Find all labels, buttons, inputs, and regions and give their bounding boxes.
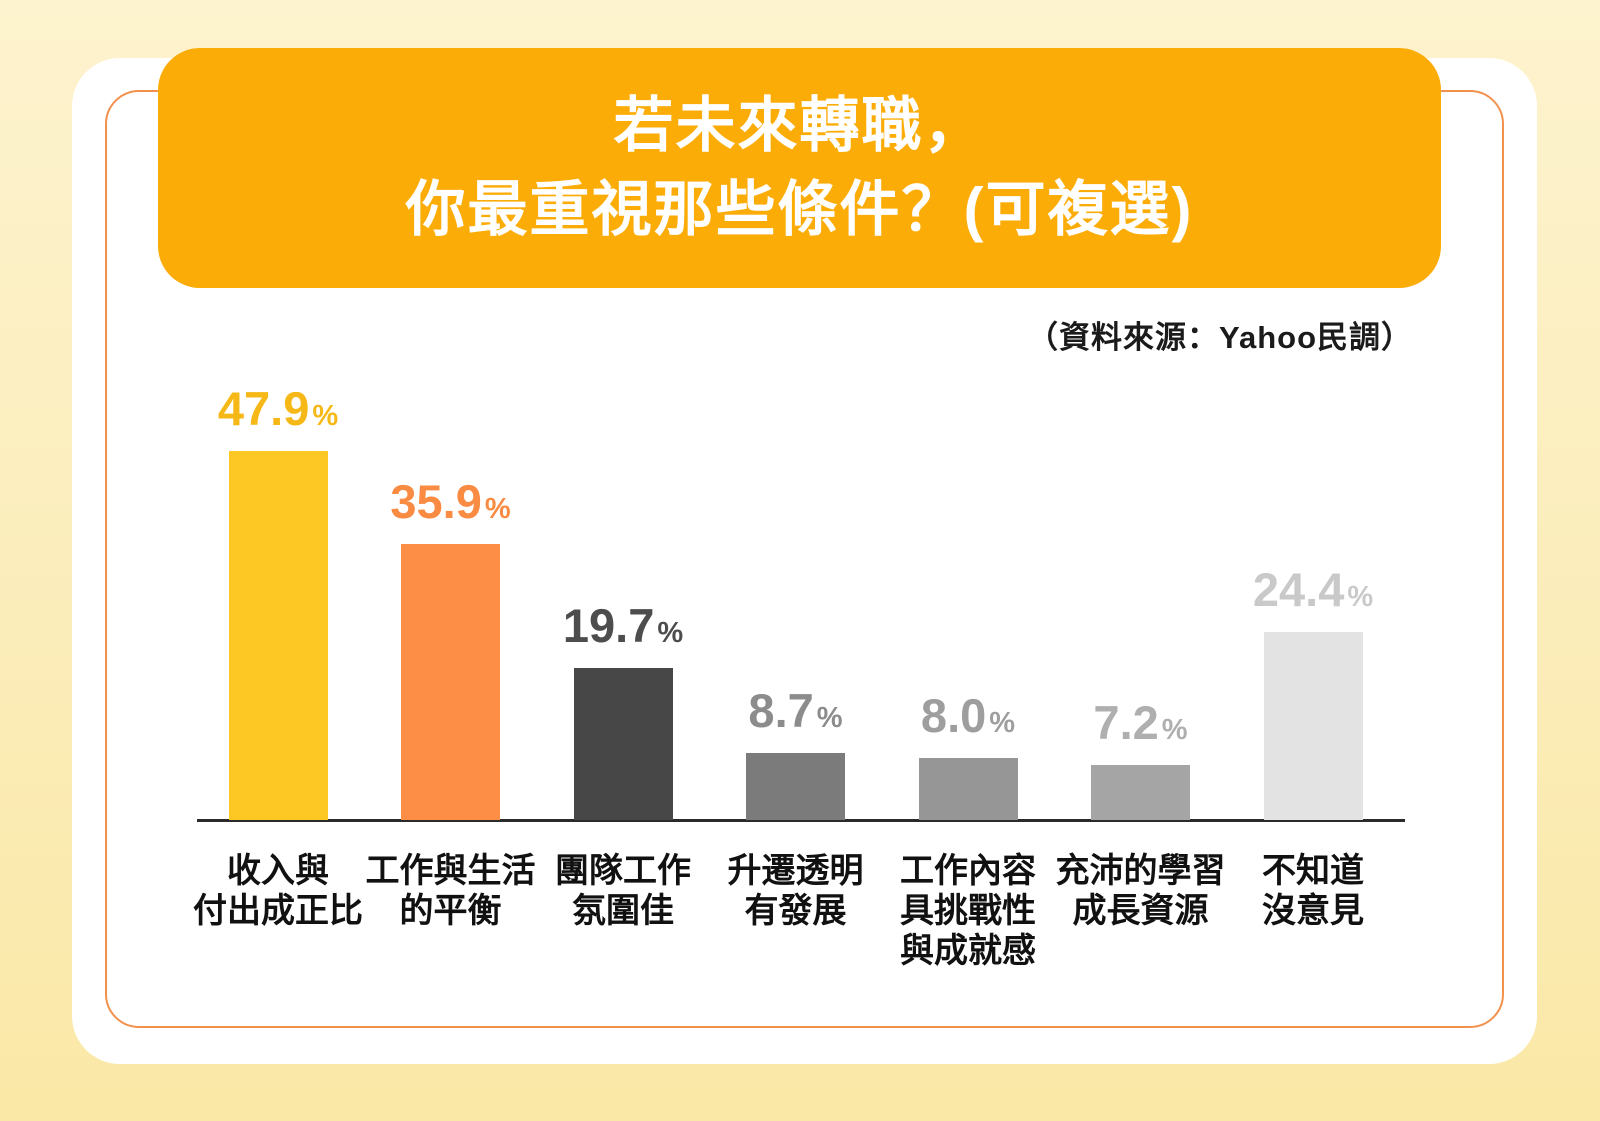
percent-sign: % bbox=[989, 707, 1016, 739]
value-number: 19.7 bbox=[562, 599, 655, 652]
category-label-line: 收入與 bbox=[227, 852, 329, 890]
bar-value-label: 35.9% bbox=[390, 476, 510, 535]
percent-sign: % bbox=[657, 617, 684, 649]
category-label-line: 團隊工作 bbox=[555, 852, 691, 890]
bar bbox=[1091, 765, 1190, 820]
page-title-line2: 你最重視那些條件？(可複選) bbox=[405, 176, 1194, 243]
value-number: 8.0 bbox=[920, 689, 987, 742]
category-label: 工作與生活 的平衡 bbox=[321, 851, 581, 931]
category-label-line: 不知道 bbox=[1262, 852, 1364, 890]
bar-value-label: 24.4% bbox=[1253, 564, 1373, 623]
category-label: 充沛的學習 成長資源 bbox=[1011, 851, 1271, 931]
percent-sign: % bbox=[312, 400, 339, 432]
x-axis-line bbox=[197, 819, 1405, 822]
category-label-line: 付出成正比 bbox=[193, 892, 363, 930]
category-label: 升遷透明 有發展 bbox=[666, 851, 926, 931]
category-label-line: 沒意見 bbox=[1262, 892, 1364, 930]
percent-sign: % bbox=[484, 493, 511, 525]
category-label-line: 升遷透明 bbox=[727, 852, 864, 890]
value-number: 8.7 bbox=[748, 684, 814, 737]
category-label: 收入與 付出成正比 bbox=[148, 851, 408, 931]
category-label-line: 工作內容 bbox=[900, 852, 1036, 890]
bar-value-label: 8.7% bbox=[748, 685, 842, 744]
category-label: 團隊工作 氛圍佳 bbox=[493, 851, 753, 931]
bar-value-label: 47.9% bbox=[218, 383, 338, 442]
percent-sign: % bbox=[1161, 714, 1188, 746]
bar bbox=[1263, 632, 1363, 820]
percent-sign: % bbox=[816, 702, 843, 734]
category-label: 工作內容 具挑戰性 與成就感 bbox=[838, 851, 1098, 971]
category-label: 不知道 沒意見 bbox=[1183, 851, 1443, 931]
bar bbox=[918, 758, 1018, 820]
category-label-line: 工作與生活 bbox=[365, 852, 536, 890]
bar bbox=[401, 544, 500, 820]
category-label-line: 成長資源 bbox=[1072, 892, 1209, 930]
page-title-line1: 若未來轉職， bbox=[613, 92, 986, 159]
category-label-line: 有發展 bbox=[744, 892, 847, 930]
bar bbox=[228, 451, 328, 820]
value-number: 47.9 bbox=[217, 382, 310, 435]
bar bbox=[573, 668, 673, 820]
bar bbox=[746, 753, 845, 820]
value-number: 35.9 bbox=[390, 475, 482, 528]
percent-sign: % bbox=[1347, 581, 1374, 613]
category-label-line: 具挑戰性 bbox=[900, 892, 1036, 930]
category-label-line: 氛圍佳 bbox=[572, 892, 674, 930]
bar-value-label: 19.7% bbox=[563, 600, 683, 659]
value-number: 24.4 bbox=[1252, 563, 1345, 616]
bar-value-label: 7.2% bbox=[1093, 697, 1187, 756]
bar-value-label: 8.0% bbox=[921, 690, 1015, 749]
title-banner: 若未來轉職， 你最重視那些條件？(可複選) bbox=[158, 48, 1441, 288]
data-source-note: （資料來源：Yahoo民調） bbox=[1026, 320, 1413, 355]
category-label-line: 的平衡 bbox=[399, 892, 502, 930]
category-label-line: 與成就感 bbox=[900, 932, 1036, 970]
category-label-line: 充沛的學習 bbox=[1055, 852, 1226, 890]
value-number: 7.2 bbox=[1093, 696, 1159, 749]
